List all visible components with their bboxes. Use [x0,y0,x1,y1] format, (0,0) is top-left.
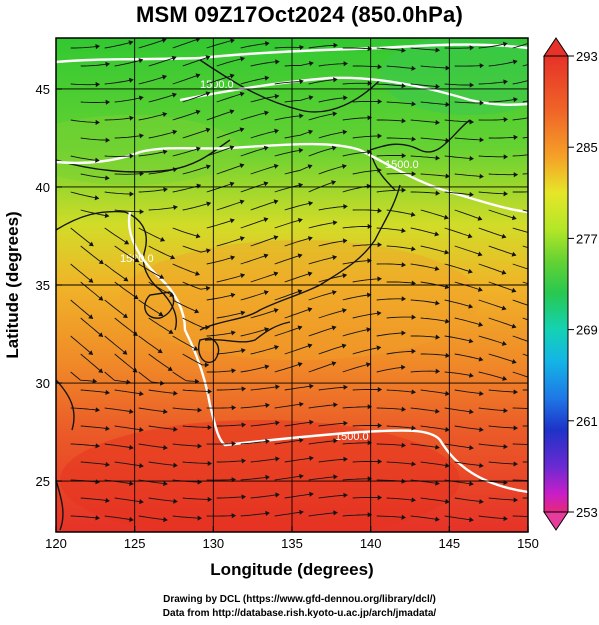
y-tick-label: 40 [36,180,50,195]
y-axis-label: Latitude (degrees) [3,211,22,358]
colorbar-gradient [543,55,569,513]
colorbar-bottom-arrow [543,511,569,531]
wind-streamlines [70,38,528,523]
colorbar-tick-label: 253 [576,505,598,520]
contour-label-2: 1500.0 [385,159,419,171]
y-tick-label: 35 [36,278,50,293]
chart-title: MSM 09Z17Oct2024 (850.0hPa) [136,2,463,27]
lat-lon-grid [55,38,529,532]
colorbar-tick-label: 261 [576,414,598,429]
colorbar-tick-label: 269 [576,323,598,338]
x-axis-ticks: 120 125 130 135 140 145 150 [45,526,539,551]
y-axis-ticks: 25 30 35 40 45 [36,82,62,489]
colorbar-tick-label: 293 [576,49,598,64]
x-tick-label: 150 [517,536,539,551]
x-tick-label: 135 [281,536,303,551]
colorbar-top-arrow [543,37,569,57]
colorbar: 293 285 277 269 261 253 [543,37,598,531]
colorbar-tick-label: 285 [576,140,598,155]
y-tick-label: 45 [36,82,50,97]
credit-data: Data from http://database.rish.kyoto-u.a… [162,608,437,619]
y-tick-label: 30 [36,376,50,391]
credit-drawing: Drawing by DCL (https://www.gfd-dennou.o… [163,594,436,605]
colorbar-tick-label: 277 [576,231,598,246]
x-tick-label: 120 [45,536,67,551]
y-tick-label: 25 [36,474,50,489]
contour-label-1: 1500.0 [200,79,234,91]
x-tick-label: 140 [360,536,382,551]
x-tick-label: 145 [438,536,460,551]
contour-label-4: 1500.0 [335,431,369,443]
x-tick-label: 130 [202,536,224,551]
x-tick-label: 125 [124,536,146,551]
x-axis-label: Longitude (degrees) [210,560,373,579]
